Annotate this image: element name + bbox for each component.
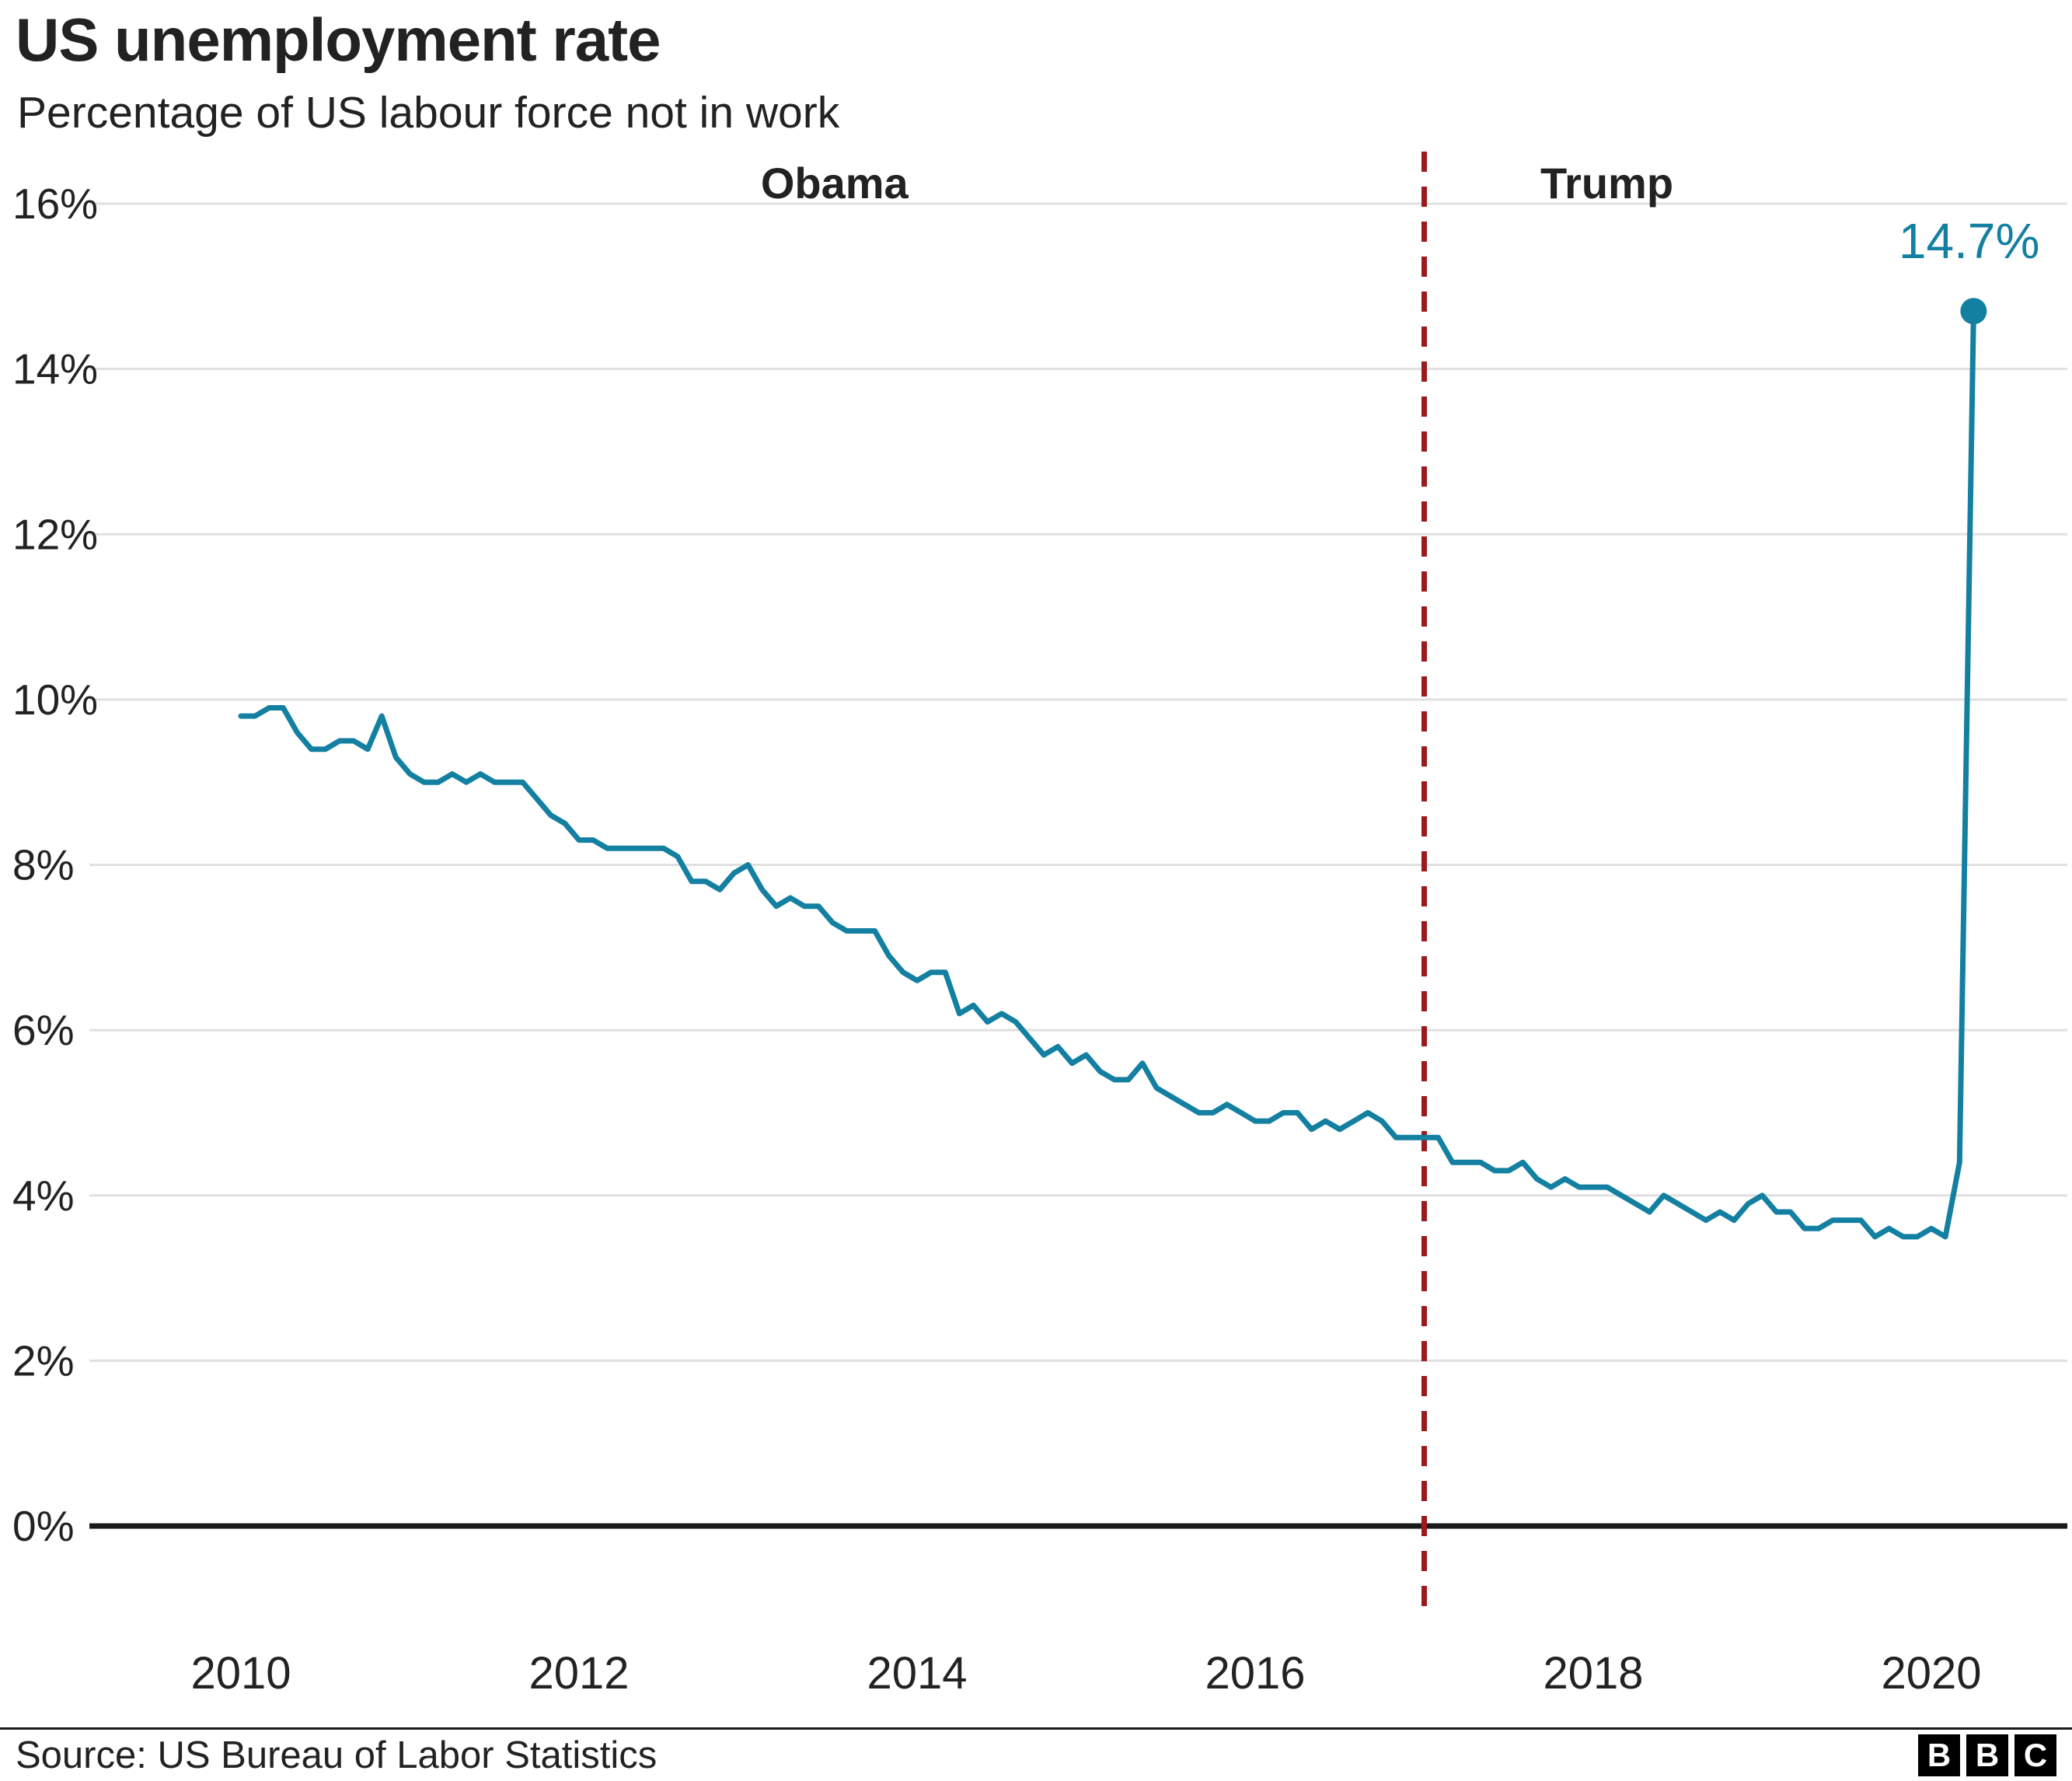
y-axis-label: 8% (12, 841, 75, 889)
bbc-logo-block-c: C (2014, 1734, 2056, 1776)
last-point-dot (1960, 298, 1987, 325)
y-axis-label: 0% (12, 1502, 75, 1550)
x-axis-label: 2014 (867, 1648, 967, 1699)
footer: Source: US Bureau of Labor Statistics B … (0, 1727, 2072, 1781)
x-axis-label: 2020 (1881, 1648, 1981, 1699)
y-axis-label: 4% (12, 1172, 75, 1220)
unemployment-line (238, 308, 1976, 1240)
y-axis-label: 12% (12, 510, 98, 558)
y-axis-label: 6% (12, 1006, 75, 1054)
y-axis-label: 16% (12, 180, 98, 228)
bbc-logo: B B C (1918, 1734, 2056, 1776)
x-axis-label: 2016 (1205, 1648, 1305, 1699)
page-title: US unemployment rate (16, 5, 661, 74)
y-axis-label: 10% (12, 676, 98, 724)
bbc-logo-block-b2: B (1966, 1734, 2008, 1776)
y-axis-label: 14% (12, 345, 98, 393)
x-axis-label: 2010 (190, 1648, 291, 1699)
x-axis-label: 2018 (1543, 1648, 1643, 1699)
x-axis-label: 2012 (528, 1648, 629, 1699)
last-point-label: 14.7% (1899, 213, 2039, 269)
y-axis-label: 2% (12, 1336, 75, 1385)
trump-label: Trump (1540, 159, 1673, 208)
chart-svg: 0% 2% 4% 6% 8% 10% 12% 14% 16% 2010 2012 2014 2016 20… (12, 152, 2067, 1699)
page-subtitle: Percentage of US labour force not in wor… (17, 88, 840, 138)
obama-label: Obama (761, 159, 909, 208)
bbc-logo-block-b1: B (1918, 1734, 1960, 1776)
source-text: Source: US Bureau of Labor Statistics (16, 1734, 658, 1776)
